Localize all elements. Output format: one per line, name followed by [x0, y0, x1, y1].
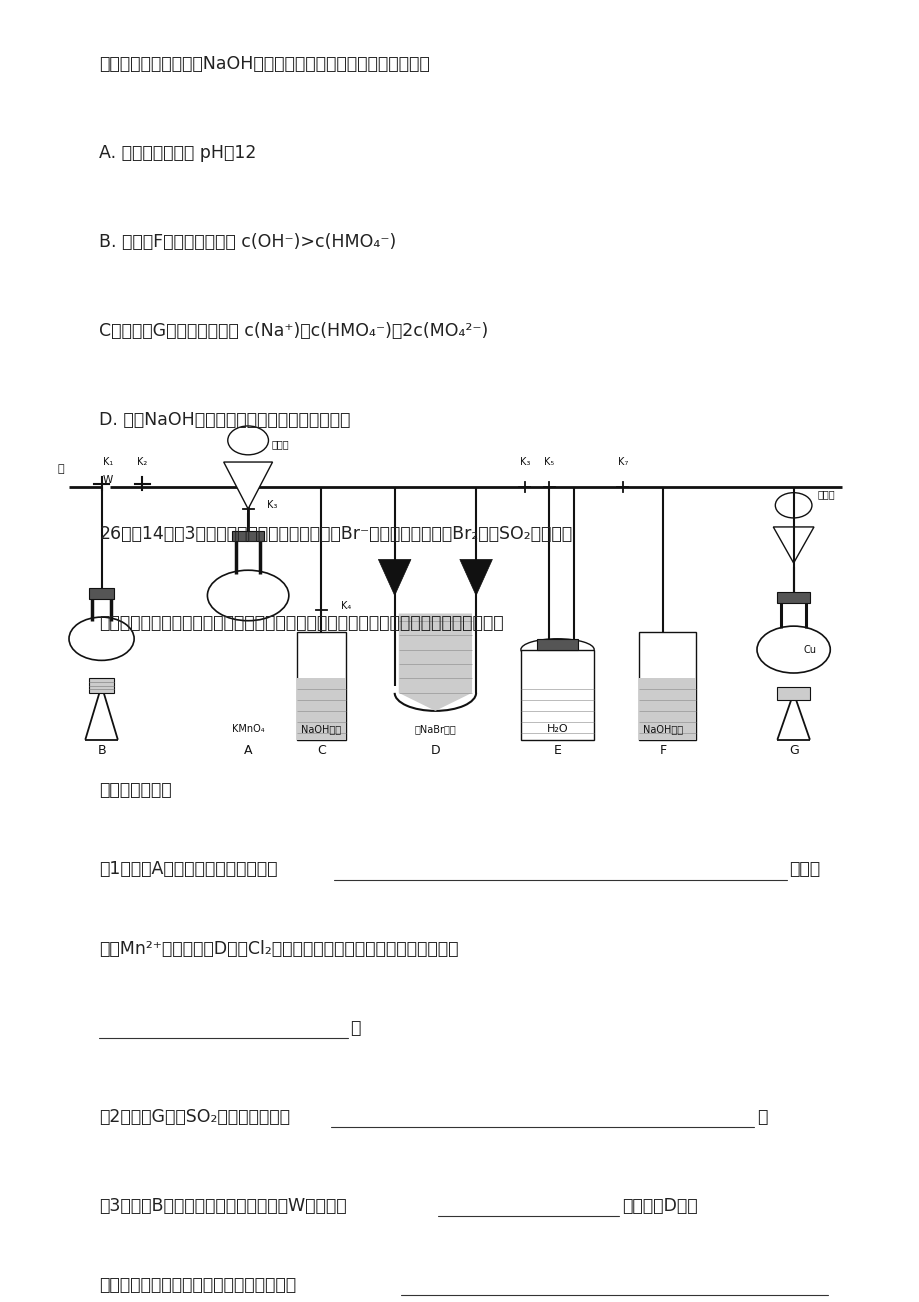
Polygon shape [378, 560, 411, 595]
Bar [537, 639, 577, 650]
Bar [89, 678, 114, 693]
Text: 液盐酸: 液盐酸 [272, 439, 289, 449]
Text: 。: 。 [756, 1108, 766, 1126]
Text: Cu: Cu [802, 644, 815, 655]
Ellipse shape [520, 639, 594, 660]
Text: NaOH溶液: NaOH溶液 [642, 724, 683, 734]
Bar [89, 589, 114, 599]
Text: 液硫酸: 液硫酸 [816, 490, 834, 500]
Polygon shape [297, 678, 346, 740]
Text: K₃: K₃ [519, 457, 529, 467]
Text: 。: 。 [350, 1018, 360, 1036]
Text: K₇: K₇ [617, 457, 627, 467]
Text: C．图像中G点对应的溶液中 c(Na⁺)＝c(HMO₄⁻)＋2c(MO₄²⁻): C．图像中G点对应的溶液中 c(Na⁺)＝c(HMO₄⁻)＋2c(MO₄²⁻) [99, 322, 488, 340]
Text: C: C [317, 743, 325, 756]
Text: E: E [553, 743, 561, 756]
Text: 溶液，溶液温度与滴入NaOH溶液体积关系如图。下列说法正确的是: 溶液，溶液温度与滴入NaOH溶液体积关系如图。下列说法正确的是 [99, 55, 430, 73]
Text: KMnO₄: KMnO₄ [232, 724, 264, 734]
Text: 回答下列问题：: 回答下列问题： [99, 781, 172, 799]
Text: （被还: （被还 [789, 861, 820, 879]
Text: （1）装置A制取氯气的离子方程式为: （1）装置A制取氯气的离子方程式为 [99, 861, 278, 879]
Text: 水蒸气时，处于打开状态的活塞或弹簧夹有: 水蒸气时，处于打开状态的活塞或弹簧夹有 [99, 1276, 296, 1294]
Polygon shape [773, 527, 813, 562]
Bar [777, 687, 809, 700]
Text: （2）装置G制取SO₂的化学方程式为: （2）装置G制取SO₂的化学方程式为 [99, 1108, 290, 1126]
Text: B. 图像中F点对应的溶液中 c(OH⁻)>c(HMO₄⁻): B. 图像中F点对应的溶液中 c(OH⁻)>c(HMO₄⁻) [99, 233, 396, 251]
Text: 26．（14分）3、从海水中富集溴的过程包括：Br⁻氧化，水蒸气吹出Br₂并用SO₂水溶液吸: 26．（14分）3、从海水中富集溴的过程包括：Br⁻氧化，水蒸气吹出Br₂并用S… [99, 525, 572, 543]
Text: 水: 水 [58, 465, 64, 474]
Text: A. 该氢氧化钠溶液 pH＝12: A. 该氢氧化钠溶液 pH＝12 [99, 143, 256, 161]
Ellipse shape [775, 492, 811, 518]
Text: 收。某实验小组的同学设计下列装置（夹持装置已省略）模拟工业海水制溴的富集过程。: 收。某实验小组的同学设计下列装置（夹持装置已省略）模拟工业海水制溴的富集过程。 [99, 613, 504, 631]
Bar [232, 530, 264, 542]
Text: K₁: K₁ [103, 457, 113, 467]
Polygon shape [639, 678, 695, 740]
Text: G: G [788, 743, 798, 756]
Text: K₃: K₃ [267, 500, 278, 510]
Polygon shape [520, 650, 594, 740]
Ellipse shape [228, 426, 268, 454]
Polygon shape [520, 678, 594, 740]
Text: ，向装置D中通: ，向装置D中通 [621, 1197, 697, 1215]
Text: F: F [659, 743, 666, 756]
Ellipse shape [207, 570, 289, 621]
Polygon shape [398, 613, 471, 711]
Text: K₂: K₂ [137, 457, 147, 467]
Text: A: A [244, 743, 252, 756]
Polygon shape [460, 560, 492, 595]
Text: 原为Mn²⁺），向装置D中通Cl₂结束时，需打开和关闭的活塞或弹簧夹是: 原为Mn²⁺），向装置D中通Cl₂结束时，需打开和关闭的活塞或弹簧夹是 [99, 940, 459, 957]
Text: NaOH溶液: NaOH溶液 [301, 724, 341, 734]
Polygon shape [223, 462, 272, 509]
Text: K₄: K₄ [340, 602, 350, 612]
Text: 稀NaBr溶液: 稀NaBr溶液 [414, 724, 456, 734]
Text: D: D [430, 743, 439, 756]
Text: B: B [97, 743, 106, 756]
Text: （3）装置B为水蒸气发生装置，长导管W的作用是: （3）装置B为水蒸气发生装置，长导管W的作用是 [99, 1197, 346, 1215]
Bar [777, 592, 809, 603]
Text: W: W [103, 475, 113, 486]
Text: K₅: K₅ [544, 457, 554, 467]
Text: H₂O: H₂O [546, 724, 568, 734]
Ellipse shape [69, 617, 134, 660]
Text: D. 滴入NaOH溶液过程中水的电离程度一直增大: D. 滴入NaOH溶液过程中水的电离程度一直增大 [99, 411, 350, 428]
Ellipse shape [756, 626, 829, 673]
